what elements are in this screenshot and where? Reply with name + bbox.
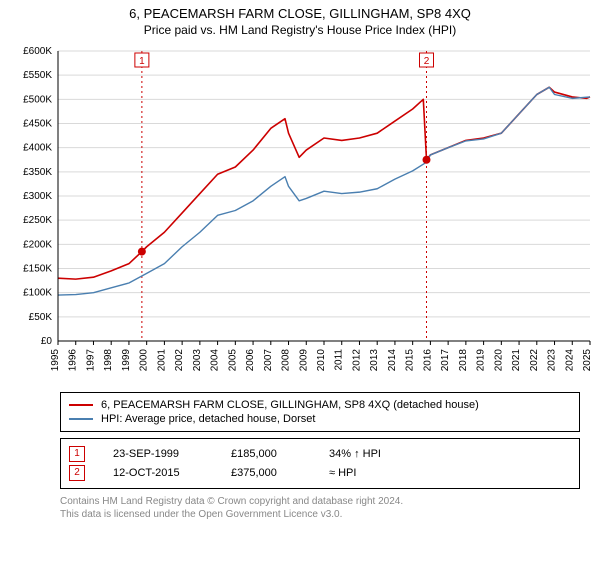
svg-text:2012: 2012 xyxy=(351,349,362,372)
svg-text:1996: 1996 xyxy=(68,349,79,372)
price-chart: £0 £50K £100K £150K £200K £250K £300K £350K £400… xyxy=(0,41,600,386)
svg-text:£400K: £400K xyxy=(23,143,52,154)
svg-text:2016: 2016 xyxy=(422,349,433,372)
sale-row: 2 12-OCT-2015 £375,000 ≈ HPI xyxy=(69,465,571,481)
sale-date: 23-SEP-1999 xyxy=(113,448,203,460)
svg-text:1998: 1998 xyxy=(103,349,114,372)
sale-date: 12-OCT-2015 xyxy=(113,467,203,479)
svg-text:2007: 2007 xyxy=(263,349,274,372)
sales-legend: 1 23-SEP-1999 £185,000 34% ↑ HPI 2 12-OCT-201… xyxy=(60,438,580,489)
svg-text:2017: 2017 xyxy=(440,349,451,372)
svg-text:2008: 2008 xyxy=(281,349,292,372)
page-subtitle: Price paid vs. HM Land Registry's House … xyxy=(0,23,600,37)
svg-text:1: 1 xyxy=(139,56,145,67)
series-legend: 6, PEACEMARSH FARM CLOSE, GILLINGHAM, SP… xyxy=(60,392,580,432)
svg-text:2004: 2004 xyxy=(210,349,221,372)
svg-text:1997: 1997 xyxy=(85,349,96,372)
sale-delta: ≈ HPI xyxy=(329,467,419,479)
footnote-line: Contains HM Land Registry data © Crown c… xyxy=(60,495,580,508)
svg-text:2023: 2023 xyxy=(547,349,558,372)
svg-text:2: 2 xyxy=(424,56,430,67)
svg-text:2022: 2022 xyxy=(529,349,540,372)
svg-text:2018: 2018 xyxy=(458,349,469,372)
page-title: 6, PEACEMARSH FARM CLOSE, GILLINGHAM, SP… xyxy=(0,6,600,21)
svg-text:£0: £0 xyxy=(41,336,53,347)
sale-delta: 34% ↑ HPI xyxy=(329,448,419,460)
sale-marker: 1 xyxy=(69,446,85,462)
sale-price: £375,000 xyxy=(231,467,301,479)
svg-text:2010: 2010 xyxy=(316,349,327,372)
svg-text:2000: 2000 xyxy=(139,349,150,372)
svg-text:2001: 2001 xyxy=(156,349,167,372)
svg-text:2021: 2021 xyxy=(511,349,522,372)
svg-text:2015: 2015 xyxy=(405,349,416,372)
svg-text:2024: 2024 xyxy=(564,349,575,372)
legend-row: 6, PEACEMARSH FARM CLOSE, GILLINGHAM, SP… xyxy=(69,399,571,411)
svg-text:2020: 2020 xyxy=(493,349,504,372)
legend-swatch xyxy=(69,404,93,406)
svg-text:£150K: £150K xyxy=(23,264,52,275)
svg-text:£50K: £50K xyxy=(29,312,53,323)
legend-label: 6, PEACEMARSH FARM CLOSE, GILLINGHAM, SP… xyxy=(101,399,479,411)
svg-text:2006: 2006 xyxy=(245,349,256,372)
legend-row: HPI: Average price, detached house, Dors… xyxy=(69,413,571,425)
svg-text:£550K: £550K xyxy=(23,70,52,81)
sale-marker: 2 xyxy=(69,465,85,481)
svg-text:£100K: £100K xyxy=(23,288,52,299)
legend-label: HPI: Average price, detached house, Dors… xyxy=(101,413,315,425)
svg-text:2009: 2009 xyxy=(298,349,309,372)
footnote: Contains HM Land Registry data © Crown c… xyxy=(60,495,580,521)
svg-text:1995: 1995 xyxy=(50,349,61,372)
svg-text:2019: 2019 xyxy=(476,349,487,372)
svg-text:£500K: £500K xyxy=(23,94,52,105)
sale-row: 1 23-SEP-1999 £185,000 34% ↑ HPI xyxy=(69,446,571,462)
svg-text:£450K: £450K xyxy=(23,119,52,130)
svg-text:£350K: £350K xyxy=(23,167,52,178)
svg-text:2005: 2005 xyxy=(227,349,238,372)
svg-text:£300K: £300K xyxy=(23,191,52,202)
svg-text:2011: 2011 xyxy=(334,349,345,371)
svg-text:2025: 2025 xyxy=(582,349,593,372)
legend-swatch xyxy=(69,418,93,420)
svg-text:2003: 2003 xyxy=(192,349,203,372)
svg-text:2013: 2013 xyxy=(369,349,380,372)
sale-price: £185,000 xyxy=(231,448,301,460)
footnote-line: This data is licensed under the Open Gov… xyxy=(60,508,580,521)
svg-text:2002: 2002 xyxy=(174,349,185,372)
svg-text:2014: 2014 xyxy=(387,349,398,372)
svg-text:£200K: £200K xyxy=(23,239,52,250)
svg-text:£250K: £250K xyxy=(23,215,52,226)
svg-text:1999: 1999 xyxy=(121,349,132,372)
svg-text:£600K: £600K xyxy=(23,46,52,57)
